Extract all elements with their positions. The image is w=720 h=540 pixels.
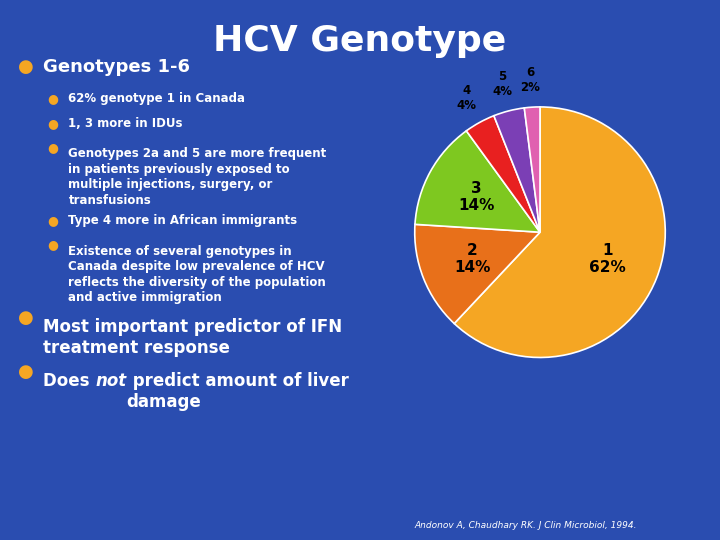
Wedge shape	[524, 107, 540, 232]
Text: Andonov A, Chaudhary RK. J Clin Microbiol, 1994.: Andonov A, Chaudhary RK. J Clin Microbio…	[414, 521, 636, 530]
Text: 4
4%: 4 4%	[456, 84, 477, 112]
Text: Does: Does	[43, 372, 96, 389]
Text: ●: ●	[47, 238, 58, 251]
Text: ●: ●	[18, 308, 34, 327]
Wedge shape	[467, 116, 540, 232]
Text: Genotypes 2a and 5 are more frequent
in patients previously exposed to
multiple : Genotypes 2a and 5 are more frequent in …	[68, 147, 327, 207]
Wedge shape	[494, 108, 540, 232]
Wedge shape	[415, 131, 540, 232]
Text: ●: ●	[47, 214, 58, 227]
Text: 1, 3 more in IDUs: 1, 3 more in IDUs	[68, 117, 183, 130]
Text: 5
4%: 5 4%	[492, 70, 512, 98]
Text: not: not	[96, 372, 127, 389]
Text: Genotypes 1-6: Genotypes 1-6	[43, 58, 190, 77]
Wedge shape	[454, 107, 665, 357]
Text: ●: ●	[47, 141, 58, 154]
Text: Existence of several genotypes in
Canada despite low prevalence of HCV
reflects : Existence of several genotypes in Canada…	[68, 245, 326, 304]
Text: HCV Genotype: HCV Genotype	[213, 24, 507, 58]
Text: ●: ●	[18, 58, 34, 77]
Text: 3
14%: 3 14%	[458, 181, 495, 213]
Text: ●: ●	[47, 92, 58, 105]
Text: Most important predictor of IFN
treatment response: Most important predictor of IFN treatmen…	[43, 318, 342, 357]
Wedge shape	[415, 224, 540, 323]
Text: ●: ●	[18, 362, 34, 381]
Text: ●: ●	[47, 117, 58, 130]
Text: 6
2%: 6 2%	[521, 66, 540, 93]
Text: Type 4 more in African immigrants: Type 4 more in African immigrants	[68, 214, 297, 227]
Text: 2
14%: 2 14%	[454, 243, 490, 275]
Text: predict amount of liver
damage: predict amount of liver damage	[127, 372, 348, 411]
Text: 62% genotype 1 in Canada: 62% genotype 1 in Canada	[68, 92, 246, 105]
Text: 1
62%: 1 62%	[589, 243, 626, 275]
